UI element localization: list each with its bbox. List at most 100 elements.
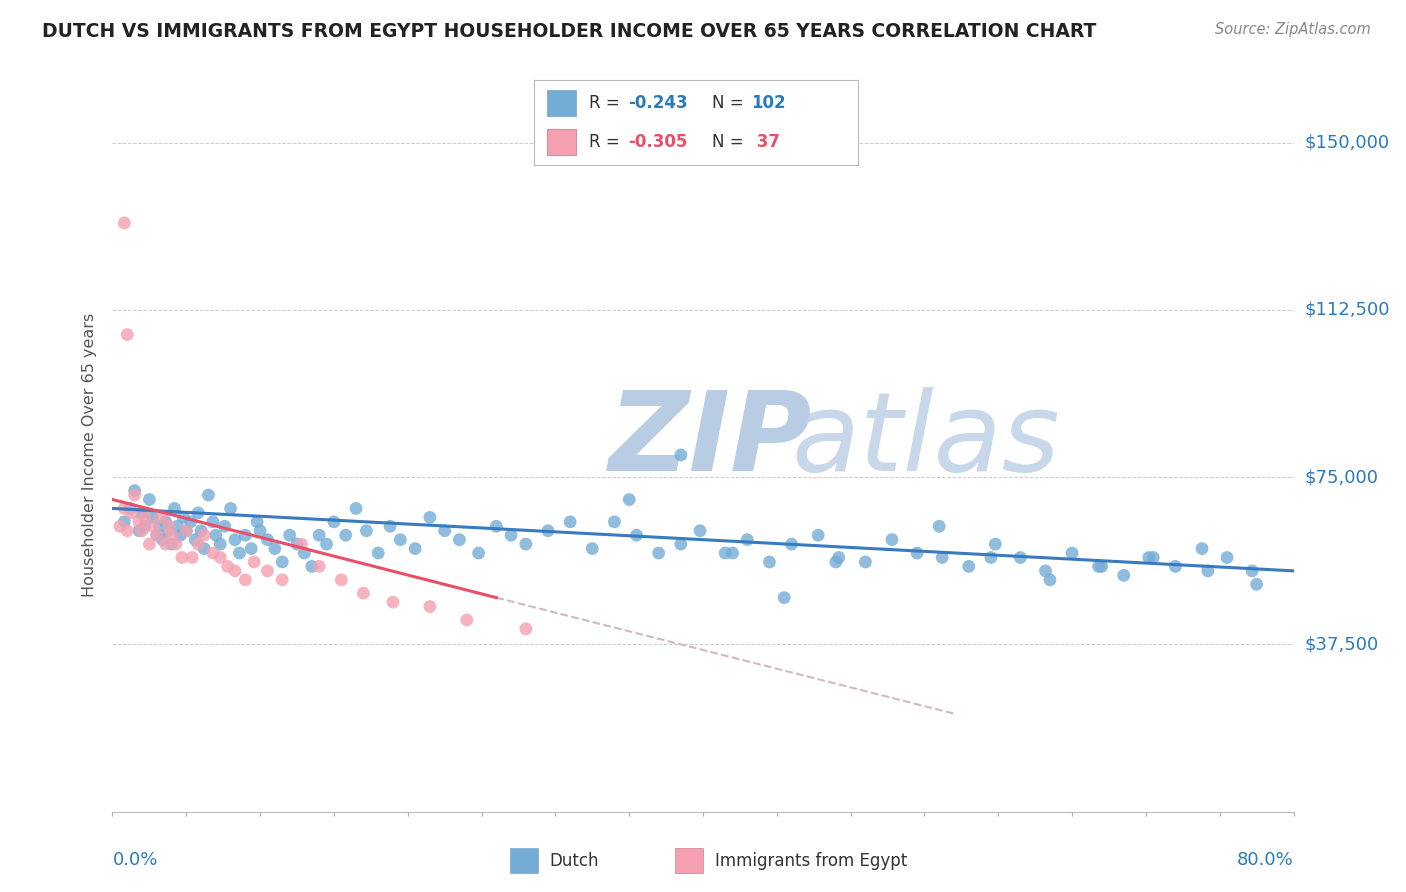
- Point: [108, 519, 131, 533]
- Text: ZIP: ZIP: [609, 387, 813, 494]
- Point: [855, 555, 877, 569]
- Point: [957, 559, 980, 574]
- Text: N =: N =: [713, 95, 749, 112]
- Point: [197, 488, 219, 502]
- Point: [169, 528, 191, 542]
- Point: [157, 519, 180, 533]
- Point: [233, 528, 256, 542]
- Point: [249, 524, 271, 538]
- Point: [335, 528, 357, 542]
- Bar: [510, 848, 537, 873]
- Text: -0.305: -0.305: [628, 133, 688, 151]
- Point: [187, 537, 209, 551]
- Point: [456, 613, 478, 627]
- Point: [669, 448, 692, 462]
- Point: [141, 510, 163, 524]
- Point: [980, 550, 1002, 565]
- Text: $112,500: $112,500: [1305, 301, 1391, 319]
- Point: [737, 533, 759, 547]
- Point: [1216, 550, 1239, 565]
- Point: [721, 546, 744, 560]
- Text: DUTCH VS IMMIGRANTS FROM EGYPT HOUSEHOLDER INCOME OVER 65 YEARS CORRELATION CHAR: DUTCH VS IMMIGRANTS FROM EGYPT HOUSEHOLD…: [42, 22, 1097, 41]
- Point: [433, 524, 456, 538]
- Point: [389, 533, 412, 547]
- Point: [264, 541, 287, 556]
- Y-axis label: Householder Income Over 65 years: Householder Income Over 65 years: [82, 313, 97, 597]
- Point: [131, 524, 153, 538]
- Point: [515, 537, 537, 551]
- Point: [138, 537, 160, 551]
- Point: [824, 555, 846, 569]
- Point: [131, 506, 153, 520]
- Point: [174, 524, 197, 538]
- Point: [219, 501, 242, 516]
- Point: [292, 546, 315, 560]
- Point: [187, 506, 209, 520]
- Point: [166, 519, 188, 533]
- Point: [134, 519, 156, 533]
- Point: [485, 519, 508, 533]
- Point: [758, 555, 780, 569]
- Point: [112, 501, 135, 516]
- Point: [984, 537, 1007, 551]
- Text: R =: R =: [589, 95, 626, 112]
- Point: [160, 537, 183, 551]
- Point: [807, 528, 830, 542]
- Point: [121, 506, 143, 520]
- Point: [352, 586, 374, 600]
- Point: [689, 524, 711, 538]
- Point: [619, 492, 641, 507]
- Point: [1087, 559, 1109, 574]
- Point: [1091, 559, 1114, 574]
- Point: [138, 492, 160, 507]
- Point: [128, 524, 150, 538]
- Text: $37,500: $37,500: [1305, 635, 1379, 654]
- Point: [124, 488, 146, 502]
- Point: [928, 519, 950, 533]
- Point: [174, 524, 197, 538]
- Point: [1246, 577, 1268, 591]
- Point: [152, 533, 174, 547]
- Point: [170, 550, 193, 565]
- Point: [780, 537, 803, 551]
- Point: [449, 533, 471, 547]
- Point: [155, 537, 177, 551]
- Point: [184, 533, 207, 547]
- Point: [1197, 564, 1219, 578]
- Point: [190, 524, 212, 538]
- Bar: [547, 90, 576, 116]
- Point: [1035, 564, 1057, 578]
- Point: [181, 550, 204, 565]
- Point: [165, 537, 187, 551]
- Point: [217, 559, 239, 574]
- Point: [117, 524, 138, 538]
- Point: [1137, 550, 1160, 565]
- Text: 0.0%: 0.0%: [112, 851, 157, 869]
- Text: Source: ZipAtlas.com: Source: ZipAtlas.com: [1215, 22, 1371, 37]
- Point: [271, 555, 294, 569]
- Point: [271, 573, 294, 587]
- Point: [141, 519, 163, 533]
- Text: $75,000: $75,000: [1305, 468, 1379, 486]
- Point: [647, 546, 671, 560]
- Point: [558, 515, 582, 529]
- Point: [1062, 546, 1084, 560]
- Point: [382, 595, 405, 609]
- Point: [256, 564, 278, 578]
- Point: [163, 501, 186, 516]
- Point: [155, 515, 177, 529]
- Point: [581, 541, 603, 556]
- Point: [256, 533, 278, 547]
- Point: [209, 550, 232, 565]
- Point: [243, 555, 266, 569]
- Point: [233, 573, 256, 587]
- Point: [193, 541, 215, 556]
- Point: [1164, 559, 1187, 574]
- Point: [626, 528, 648, 542]
- Point: [419, 510, 441, 524]
- Point: [1191, 541, 1213, 556]
- Point: [117, 327, 138, 342]
- Point: [404, 541, 426, 556]
- Point: [160, 528, 183, 542]
- Point: [112, 216, 135, 230]
